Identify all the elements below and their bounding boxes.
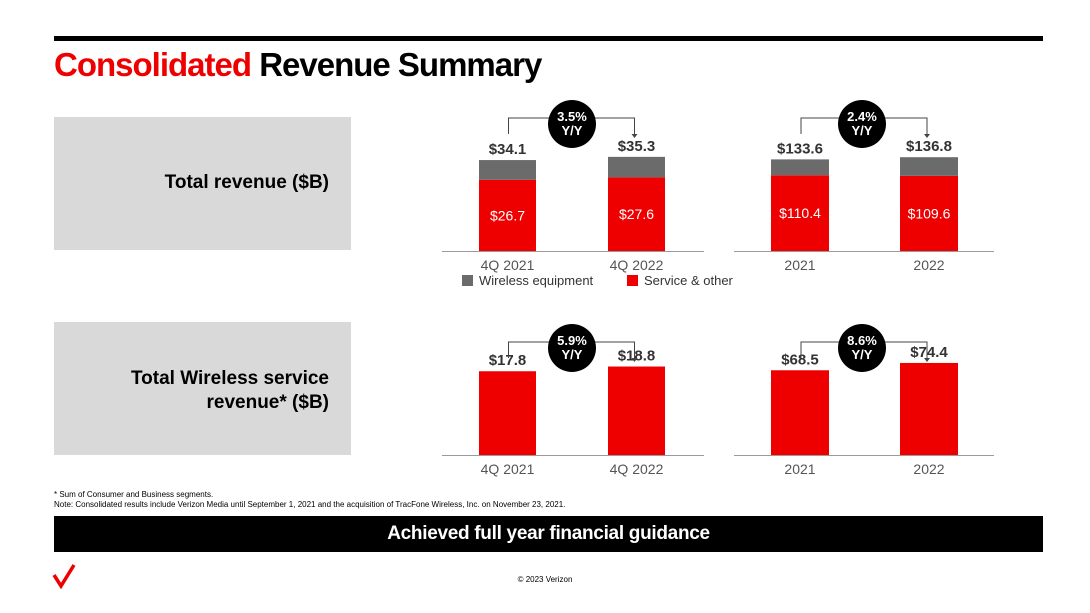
row-label-line2: revenue* ($B) — [206, 392, 330, 413]
growth-badge — [838, 100, 886, 148]
category-label: 2022 — [913, 461, 944, 477]
category-label: 4Q 2021 — [481, 461, 535, 477]
category-label: 4Q 2022 — [610, 461, 664, 477]
top-rule — [54, 36, 1043, 41]
category-label: 2021 — [784, 257, 815, 273]
bar-equipment-1 — [900, 157, 958, 176]
bar-service-0 — [479, 371, 536, 455]
guidance-banner: Achieved full year financial guidance — [54, 516, 1043, 552]
data-label-total: $68.5 — [781, 351, 819, 368]
row-label-wireless-service: Total Wireless service revenue* ($B) — [131, 367, 329, 415]
growth-badge-value: 2.4% — [847, 109, 877, 124]
data-label-total: $18.8 — [618, 348, 656, 365]
footnote-note: Note: Consolidated results include Veriz… — [54, 500, 566, 509]
growth-badge-value: 8.6% — [847, 333, 877, 348]
bar-service-1 — [900, 175, 958, 251]
data-label-total: $35.3 — [618, 138, 656, 155]
row-label-total-revenue: Total revenue ($B) — [165, 171, 329, 195]
legend-label-service-other: Service & other — [644, 273, 734, 288]
data-label-total: $133.6 — [777, 140, 823, 157]
row-label-line1: Total Wireless service — [130, 368, 329, 389]
page-title-accent: Consolidated — [54, 46, 252, 83]
bar-service-1 — [608, 177, 665, 251]
page-title-main: Revenue Summary — [259, 46, 542, 83]
growth-arrowhead — [924, 358, 930, 362]
bar-service-1 — [608, 366, 665, 455]
copyright: © 2023 Verizon — [517, 575, 573, 584]
row-label-text: Total revenue ($B) — [164, 172, 329, 193]
row-label-box-total-revenue: Total revenue ($B) — [54, 117, 351, 250]
data-label-service: $109.6 — [908, 205, 951, 221]
bar-service-0 — [771, 175, 829, 251]
growth-badge — [838, 324, 886, 372]
category-label: 2021 — [784, 461, 815, 477]
bar-equipment-1 — [608, 156, 665, 178]
data-label-total: $74.4 — [910, 344, 948, 361]
page-title: Consolidated Revenue Summary — [54, 46, 542, 84]
bar-service-0 — [771, 370, 829, 455]
growth-badge-unit: Y/Y — [562, 123, 583, 138]
data-label-total: $34.1 — [489, 141, 527, 158]
data-label-service: $27.6 — [619, 206, 654, 222]
growth-badge-value: 3.5% — [557, 109, 587, 124]
growth-badge — [548, 324, 596, 372]
legend-swatch-service-other — [627, 275, 638, 286]
legend-label-wireless-equipment: Wireless equipment — [479, 273, 594, 288]
bar-service-0 — [479, 179, 536, 251]
bar-equipment-0 — [479, 160, 536, 180]
legend-swatch-wireless-equipment — [462, 275, 473, 286]
category-label: 4Q 2022 — [610, 257, 664, 273]
category-label: 2022 — [913, 257, 944, 273]
verizon-check-logo-icon — [52, 564, 76, 589]
data-label-total: $136.8 — [906, 138, 952, 155]
growth-badge-unit: Y/Y — [562, 347, 583, 362]
bar-equipment-0 — [771, 159, 829, 176]
growth-arrowhead — [631, 358, 638, 362]
data-label-total: $17.8 — [489, 352, 527, 369]
growth-badge — [548, 100, 596, 148]
row-label-box-wireless-service: Total Wireless service revenue* ($B) — [54, 322, 351, 455]
data-label-service: $110.4 — [779, 205, 821, 221]
growth-arrowhead — [924, 134, 930, 138]
footnote-asterisk: * Sum of Consumer and Business segments. — [54, 490, 214, 499]
bar-service-1 — [900, 362, 958, 455]
data-label-service: $26.7 — [490, 207, 525, 223]
growth-arrowhead — [631, 134, 638, 138]
category-label: 4Q 2021 — [481, 257, 535, 273]
growth-badge-value: 5.9% — [557, 333, 587, 348]
growth-badge-unit: Y/Y — [852, 347, 873, 362]
growth-badge-unit: Y/Y — [852, 123, 873, 138]
